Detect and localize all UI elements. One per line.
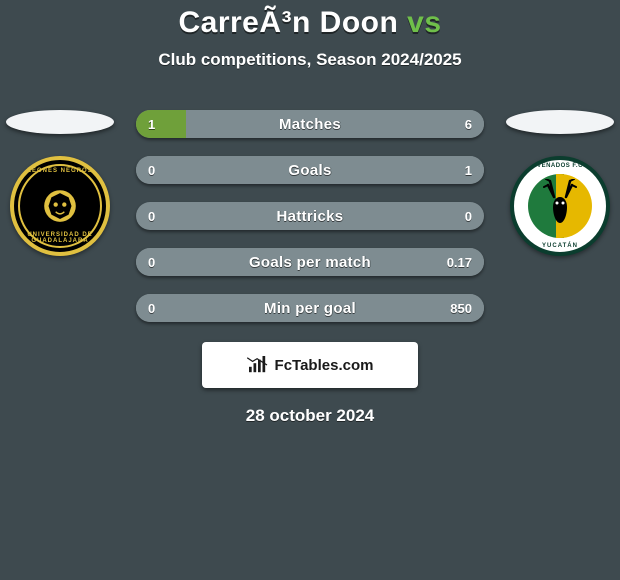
stat-label: Min per goal xyxy=(136,294,484,322)
page-title: CarreÃ³n Doon vs xyxy=(0,6,620,40)
stat-bar: 00.17Goals per match xyxy=(136,248,484,276)
crest-text-top: VENADOS F.C xyxy=(514,163,606,169)
title-vs: vs xyxy=(407,6,441,39)
player-photo-placeholder-right xyxy=(506,110,614,134)
stat-bars: 16Matches 01Goals 00Hattricks 00.17Goals pe… xyxy=(136,110,484,322)
team-crest-left: LEONES NEGROS UNIVERSIDAD DE GUADALAJARA xyxy=(10,156,110,256)
crest-text-bottom: YUCATÁN xyxy=(514,243,606,249)
stat-label: Goals xyxy=(136,156,484,184)
player-photo-placeholder-left xyxy=(6,110,114,134)
stat-label: Matches xyxy=(136,110,484,138)
crest-text-bottom: UNIVERSIDAD DE GUADALAJARA xyxy=(14,232,106,244)
title-player1: CarreÃ³n Doon xyxy=(178,6,398,39)
columns: LEONES NEGROS UNIVERSIDAD DE GUADALAJARA… xyxy=(0,110,620,322)
comparison-card: CarreÃ³n Doon vs Club competitions, Seas… xyxy=(0,0,620,580)
left-side: LEONES NEGROS UNIVERSIDAD DE GUADALAJARA xyxy=(0,110,120,256)
brand-box[interactable]: FcTables.com xyxy=(202,342,418,388)
bar-chart-icon xyxy=(247,356,269,374)
footer-date: 28 october 2024 xyxy=(0,406,620,426)
stat-bar: 0850Min per goal xyxy=(136,294,484,322)
stat-label: Hattricks xyxy=(136,202,484,230)
crest-text-top: LEONES NEGROS xyxy=(14,168,106,174)
deer-icon xyxy=(538,179,582,233)
right-side: VENADOS F.C YUCATÁN xyxy=(500,110,620,256)
stat-label: Goals per match xyxy=(136,248,484,276)
stat-bar: 16Matches xyxy=(136,110,484,138)
brand-text: FcTables.com xyxy=(275,357,374,374)
stat-bar: 00Hattricks xyxy=(136,202,484,230)
subtitle: Club competitions, Season 2024/2025 xyxy=(0,50,620,70)
stat-bar: 01Goals xyxy=(136,156,484,184)
team-crest-right: VENADOS F.C YUCATÁN xyxy=(510,156,610,256)
